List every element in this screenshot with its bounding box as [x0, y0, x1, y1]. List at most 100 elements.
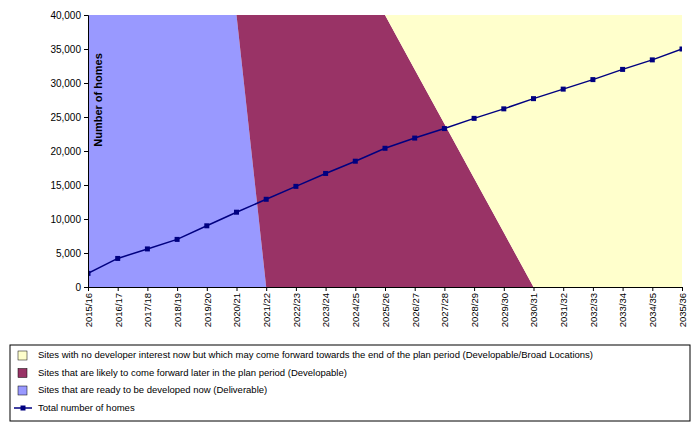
x-tick-label: 2025/26 [380, 293, 391, 327]
legend-box [10, 345, 690, 421]
y-tick: 35,000 [50, 44, 88, 55]
marker [353, 159, 358, 164]
marker [145, 246, 150, 251]
y-tick-mark [84, 117, 88, 118]
x-tick-mark [326, 287, 327, 291]
x-tick-label: 2018/19 [172, 293, 183, 327]
area-0 [88, 15, 682, 287]
y-tick-label: 40,000 [50, 10, 81, 21]
marker [264, 197, 269, 202]
x-tick-mark [88, 287, 89, 291]
area-1 [88, 15, 682, 287]
legend-label: Sites that are ready to be developed now… [38, 384, 267, 395]
marker [561, 87, 566, 92]
x-tick: 2016/17 [113, 287, 124, 327]
x-tick-mark [652, 287, 653, 291]
y-tick: 20,000 [50, 146, 88, 157]
x-tick-label: 2026/27 [410, 293, 421, 327]
x-tick: 2028/29 [469, 287, 480, 327]
y-tick-mark [84, 151, 88, 152]
x-tick-label: 2029/30 [499, 293, 510, 327]
marker [442, 126, 447, 131]
x-tick-label: 2019/20 [202, 293, 213, 327]
x-tick: 2027/28 [439, 287, 450, 327]
y-tick-label: 5,000 [56, 248, 81, 259]
y-tick: 30,000 [50, 78, 88, 89]
y-tick-mark [84, 185, 88, 186]
legend-label: Sites that are likely to come forward la… [38, 367, 347, 378]
y-tick: 15,000 [50, 180, 88, 191]
y-tick-label: 30,000 [50, 78, 81, 89]
x-tick-label: 2033/34 [617, 293, 628, 327]
x-tick-mark [296, 287, 297, 291]
x-tick: 2020/21 [231, 287, 242, 327]
y-tick-label: 15,000 [50, 180, 81, 191]
area-2 [88, 15, 682, 287]
y-tick-mark [84, 83, 88, 84]
x-tick: 2031/32 [558, 287, 569, 327]
x-tick: 2032/33 [588, 287, 599, 327]
x-tick: 2026/27 [410, 287, 421, 327]
x-tick-label: 2015/16 [83, 293, 94, 327]
marker [293, 184, 298, 189]
marker [680, 47, 683, 52]
x-tick-mark [623, 287, 624, 291]
marker [204, 223, 209, 228]
marker [501, 106, 506, 111]
x-tick: 2023/24 [320, 287, 331, 327]
y-tick-mark [84, 49, 88, 50]
x-tick-label: 2027/28 [439, 293, 450, 327]
x-tick: 2015/16 [83, 287, 94, 327]
marker [175, 237, 180, 242]
x-tick-mark [563, 287, 564, 291]
legend-swatch [18, 369, 27, 378]
marker [234, 210, 239, 215]
x-tick-label: 2031/32 [558, 293, 569, 327]
marker [323, 171, 328, 176]
marker [115, 256, 120, 261]
marker [472, 116, 477, 121]
x-tick-label: 2032/33 [588, 293, 599, 327]
marker [412, 136, 417, 141]
x-tick: 2018/19 [172, 287, 183, 327]
x-tick: 2030/31 [528, 287, 539, 327]
y-tick-mark [84, 287, 88, 288]
x-tick: 2029/30 [499, 287, 510, 327]
legend-label: Total number of homes [38, 402, 135, 413]
x-tick-mark [474, 287, 475, 291]
x-tick-label: 2022/23 [291, 293, 302, 327]
x-tick-mark [355, 287, 356, 291]
x-tick-label: 2016/17 [113, 293, 124, 327]
legend-swatch [18, 351, 27, 360]
y-tick-mark [84, 219, 88, 220]
x-tick-mark [682, 287, 683, 291]
x-tick-mark [593, 287, 594, 291]
y-tick-mark [84, 253, 88, 254]
y-axis-title: Number of homes [92, 53, 104, 147]
chart: 05,00010,00015,00020,00025,00030,00035,0… [0, 0, 700, 422]
marker [383, 146, 388, 151]
x-tick: 2019/20 [202, 287, 213, 327]
marker [531, 96, 536, 101]
y-tick-label: 35,000 [50, 44, 81, 55]
y-tick: 40,000 [50, 10, 88, 21]
legend-marker [21, 406, 26, 411]
legend: Sites with no developer interest now but… [10, 345, 690, 421]
y-axis-line [84, 16, 89, 288]
x-axis-line [89, 288, 683, 292]
x-tick-label: 2023/24 [320, 293, 331, 327]
x-tick-label: 2030/31 [528, 293, 539, 327]
x-tick-label: 2020/21 [231, 293, 242, 327]
x-tick-mark [534, 287, 535, 291]
x-tick-label: 2028/29 [469, 293, 480, 327]
legend-label: Sites with no developer interest now but… [38, 349, 593, 360]
y-tick-label: 20,000 [50, 146, 81, 157]
y-tick: 0 [75, 282, 88, 293]
x-tick-label: 2021/22 [261, 293, 272, 327]
marker [620, 67, 625, 72]
x-tick: 2033/34 [617, 287, 628, 327]
marker [590, 77, 595, 82]
x-tick-mark [266, 287, 267, 291]
x-tick: 2022/23 [291, 287, 302, 327]
x-tick-label: 2034/35 [647, 293, 658, 327]
